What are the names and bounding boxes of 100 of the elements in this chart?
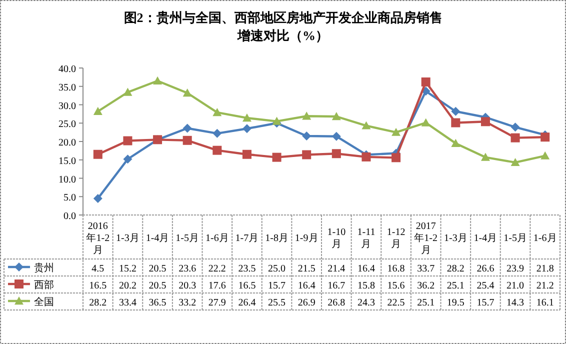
data-label: 21.5 [298, 264, 316, 274]
point [123, 154, 132, 164]
data-label: 25.0 [268, 264, 286, 274]
point [480, 117, 490, 126]
data-label: 20.2 [118, 280, 136, 292]
point [182, 124, 192, 133]
legend-label: 贵州 [34, 262, 54, 274]
point [212, 146, 222, 155]
x-tick-label: 1-8月 [265, 233, 288, 244]
data-label: 16.4 [357, 264, 375, 274]
y-tick-label: 20.0 [58, 138, 76, 148]
point [93, 106, 102, 115]
y-tick-label: 35.0 [58, 82, 76, 94]
data-label: 25.5 [268, 298, 286, 308]
x-tick-label: 1-12月 [386, 227, 406, 250]
point [153, 76, 162, 84]
point [182, 88, 192, 97]
point [540, 151, 550, 160]
legend-label: 西部 [34, 279, 54, 291]
point [242, 150, 252, 159]
data-label: 20.3 [178, 280, 196, 292]
data-label: 23.5 [238, 264, 256, 274]
x-tick-label: 1-4月 [474, 233, 498, 244]
x-tick-label: 1-3月 [444, 233, 468, 244]
data-label: 28.2 [446, 264, 464, 274]
data-label: 16.7 [328, 280, 346, 292]
data-label: 16.5 [238, 280, 256, 292]
x-tick-label: 1-3月 [116, 233, 140, 244]
data-label: 36.5 [148, 298, 166, 308]
data-label: 26.8 [328, 298, 346, 308]
data-label: 24.3 [357, 298, 375, 308]
point [302, 112, 312, 120]
point [212, 128, 222, 138]
data-label: 26.9 [298, 298, 316, 308]
data-label: 20.5 [148, 264, 166, 274]
point [242, 124, 252, 134]
x-tick-label: 1-9月 [294, 233, 318, 244]
point [123, 88, 132, 96]
data-label: 33.7 [417, 264, 435, 274]
point [451, 138, 460, 147]
data-label: 15.7 [476, 298, 494, 308]
data-label: 25.1 [417, 298, 435, 308]
point [93, 150, 102, 159]
data-label: 25.1 [446, 280, 464, 292]
data-label: 33.2 [178, 298, 196, 308]
y-tick-label: 10.0 [58, 174, 76, 186]
point [332, 132, 341, 141]
point [182, 136, 192, 145]
x-tick-label: 1-11月 [357, 227, 376, 250]
point [421, 77, 430, 86]
data-label: 27.9 [208, 298, 226, 308]
y-tick-label: 40.0 [58, 64, 76, 75]
point [332, 149, 341, 158]
data-label: 16.8 [387, 264, 405, 274]
point [510, 158, 520, 166]
point [451, 118, 460, 128]
point [510, 122, 520, 132]
point [93, 194, 102, 203]
data-label: 26.4 [238, 298, 256, 308]
data-label: 14.3 [506, 298, 524, 308]
x-tick-label: 2017年1-2月 [414, 221, 438, 256]
point [392, 128, 401, 136]
y-tick-label: 15.0 [58, 156, 76, 167]
data-label: 28.2 [89, 298, 107, 308]
point [510, 133, 520, 142]
point [451, 106, 460, 116]
data-label: 4.5 [92, 264, 104, 274]
data-label: 21.8 [536, 264, 554, 274]
data-label: 15.8 [357, 280, 375, 292]
point [392, 153, 401, 162]
point [272, 152, 282, 162]
data-label: 21.2 [536, 280, 554, 292]
data-label: 17.6 [208, 280, 226, 292]
data-label: 16.1 [536, 298, 554, 308]
data-label: 20.5 [148, 280, 166, 292]
data-label: 16.5 [89, 280, 107, 292]
data-label: 22.2 [208, 264, 226, 274]
data-label: 19.5 [446, 298, 464, 308]
point [362, 121, 371, 130]
point [540, 132, 550, 142]
legend-label: 全国 [34, 296, 54, 308]
x-tick-label: 1-10月 [327, 227, 346, 250]
data-label: 16.4 [298, 280, 316, 292]
data-label: 23.9 [506, 264, 524, 274]
data-label: 21.0 [506, 280, 524, 292]
x-tick-label: 1-5月 [176, 233, 200, 244]
y-tick-label: 5.0 [64, 192, 76, 204]
x-tick-label: 1-6月 [533, 233, 557, 244]
x-tick-label: 2016年1-2月 [86, 221, 110, 256]
x-tick-label: 1-4月 [146, 233, 170, 244]
data-label: 36.2 [417, 280, 435, 292]
point [421, 118, 430, 126]
data-label: 25.4 [476, 280, 494, 292]
x-tick-label: 1-7月 [235, 233, 259, 244]
data-label: 21.4 [328, 264, 346, 274]
y-tick-label: 0.0 [64, 211, 76, 222]
x-tick-label: 1-6月 [205, 233, 229, 244]
data-label: 26.6 [476, 264, 494, 274]
data-label: 15.6 [387, 280, 405, 292]
data-label: 15.2 [118, 264, 136, 274]
